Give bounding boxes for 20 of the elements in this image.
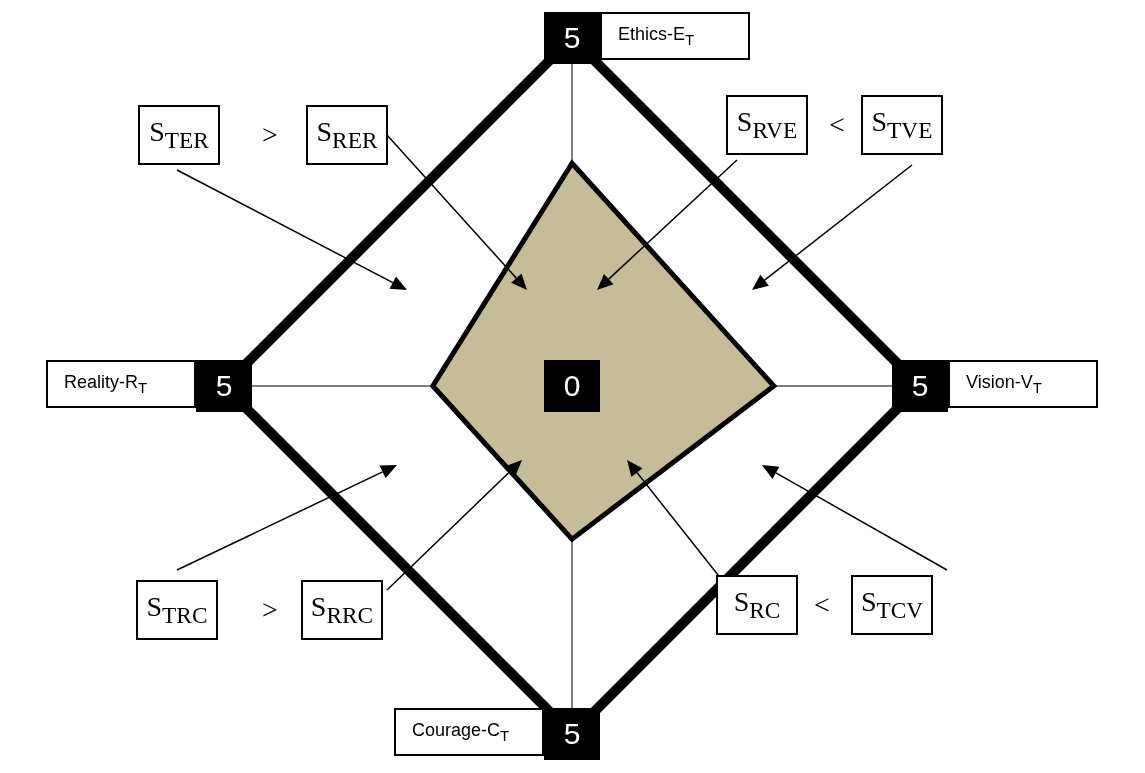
text: >	[262, 119, 278, 151]
text: S$_{RER}$	[316, 116, 378, 154]
text: S$_{TVE}$	[871, 106, 933, 144]
y-tick-label: 0	[544, 360, 600, 412]
text: S$_{RRC}$	[310, 591, 374, 629]
text: >	[262, 594, 278, 626]
text: S$_{TRC}$	[146, 591, 208, 629]
text: S$_{RC}$	[733, 586, 781, 624]
spoke-label: Courage-C$_{T}$	[412, 720, 510, 744]
spoke-label: Ethics-E$_{T}$	[618, 24, 695, 48]
text: S$_{TCV}$	[860, 586, 924, 624]
text: <	[829, 109, 845, 141]
spoke-label: Reality-R$_{T}$	[64, 372, 148, 396]
text: S$_{RVE}$	[736, 106, 798, 144]
text: <	[814, 589, 830, 621]
text: 5	[215, 369, 233, 402]
text: 5	[563, 717, 581, 750]
spoke-label: Vision-V$_{T}$	[966, 372, 1042, 396]
text: S$_{TER}$	[149, 116, 209, 154]
text: 5	[563, 21, 581, 54]
